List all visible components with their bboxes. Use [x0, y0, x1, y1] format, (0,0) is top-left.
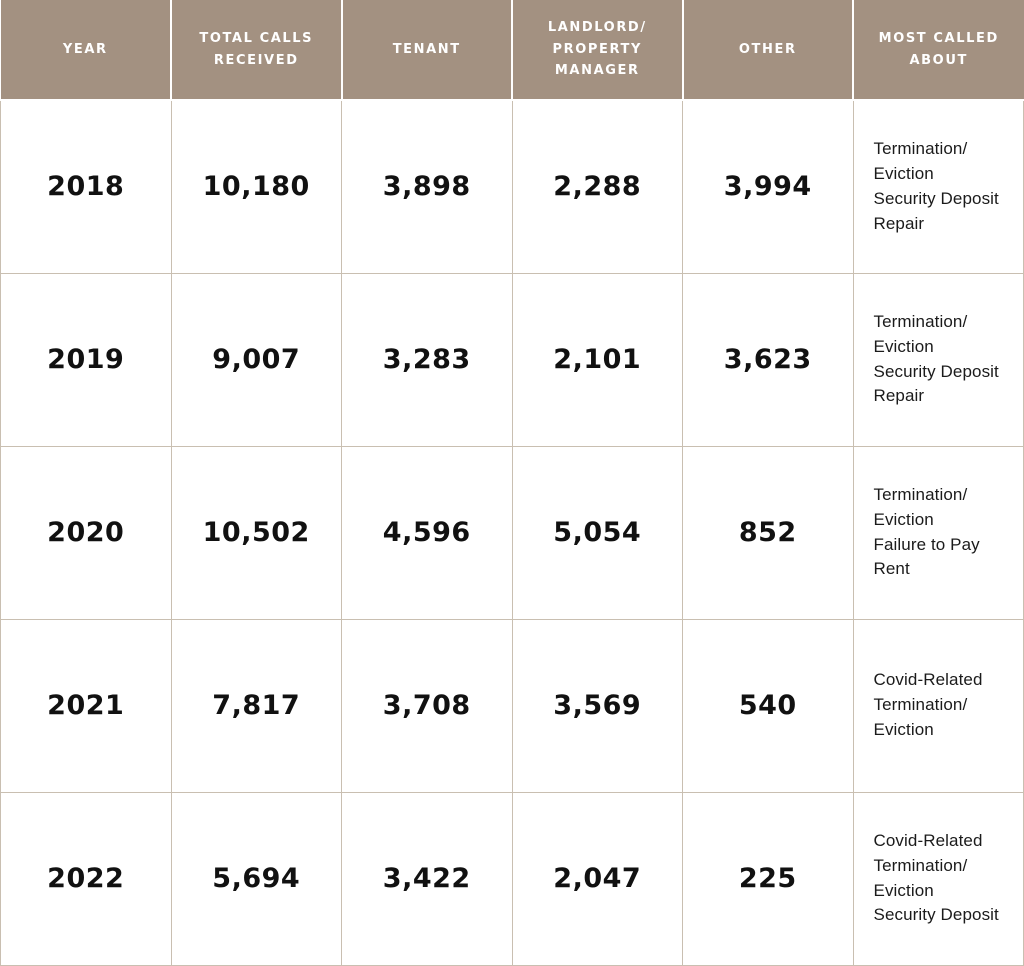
table-header: YEAR TOTAL CALLS RECEIVED TENANT LANDLOR…: [0, 0, 1024, 101]
cell-tenant: 4,596: [341, 445, 513, 620]
cell-tenant: 3,422: [341, 791, 513, 966]
cell-most-called: Termination/ Eviction Security Deposit R…: [852, 272, 1024, 447]
cell-tenant: 3,708: [341, 618, 513, 793]
header-total-calls: TOTAL CALLS RECEIVED: [171, 0, 343, 101]
cell-total-calls: 5,694: [170, 791, 342, 966]
table-row-2019: 2019 9,007 3,283 2,101 3,623 Termination…: [0, 272, 1024, 447]
cell-total-calls: 10,180: [170, 99, 342, 274]
cell-year: 2019: [0, 272, 172, 447]
cell-year: 2020: [0, 445, 172, 620]
cell-landlord: 2,288: [511, 99, 683, 274]
cell-other: 852: [682, 445, 854, 620]
table-body: 2018 10,180 3,898 2,288 3,994 Terminatio…: [0, 99, 1024, 966]
cell-year: 2022: [0, 791, 172, 966]
cell-landlord: 2,101: [511, 272, 683, 447]
cell-most-called: Covid-Related Termination/ Eviction Secu…: [852, 791, 1024, 966]
header-most-called: MOST CALLED ABOUT: [853, 0, 1024, 101]
cell-landlord: 3,569: [511, 618, 683, 793]
header-other: OTHER: [682, 0, 854, 101]
cell-landlord: 2,047: [511, 791, 683, 966]
cell-year: 2021: [0, 618, 172, 793]
table-row-2021: 2021 7,817 3,708 3,569 540 Covid-Related…: [0, 618, 1024, 793]
cell-tenant: 3,898: [341, 99, 513, 274]
table-row-2022: 2022 5,694 3,422 2,047 225 Covid-Related…: [0, 791, 1024, 966]
cell-total-calls: 9,007: [170, 272, 342, 447]
cell-tenant: 3,283: [341, 272, 513, 447]
cell-most-called: Covid-Related Termination/ Eviction: [852, 618, 1024, 793]
table-row-2020: 2020 10,502 4,596 5,054 852 Termination/…: [0, 445, 1024, 620]
cell-landlord: 5,054: [511, 445, 683, 620]
cell-other: 540: [682, 618, 854, 793]
cell-most-called: Termination/ Eviction Security Deposit R…: [852, 99, 1024, 274]
cell-other: 3,994: [682, 99, 854, 274]
cell-year: 2018: [0, 99, 172, 274]
cell-total-calls: 7,817: [170, 618, 342, 793]
cell-total-calls: 10,502: [170, 445, 342, 620]
header-landlord: LANDLORD/ PROPERTY MANAGER: [512, 0, 684, 101]
header-year: YEAR: [0, 0, 172, 101]
cell-most-called: Termination/ Eviction Failure to Pay Ren…: [852, 445, 1024, 620]
cell-other: 225: [682, 791, 854, 966]
header-tenant: TENANT: [341, 0, 513, 101]
cell-other: 3,623: [682, 272, 854, 447]
header-row: YEAR TOTAL CALLS RECEIVED TENANT LANDLOR…: [0, 0, 1024, 101]
table-row-2018: 2018 10,180 3,898 2,288 3,994 Terminatio…: [0, 99, 1024, 274]
